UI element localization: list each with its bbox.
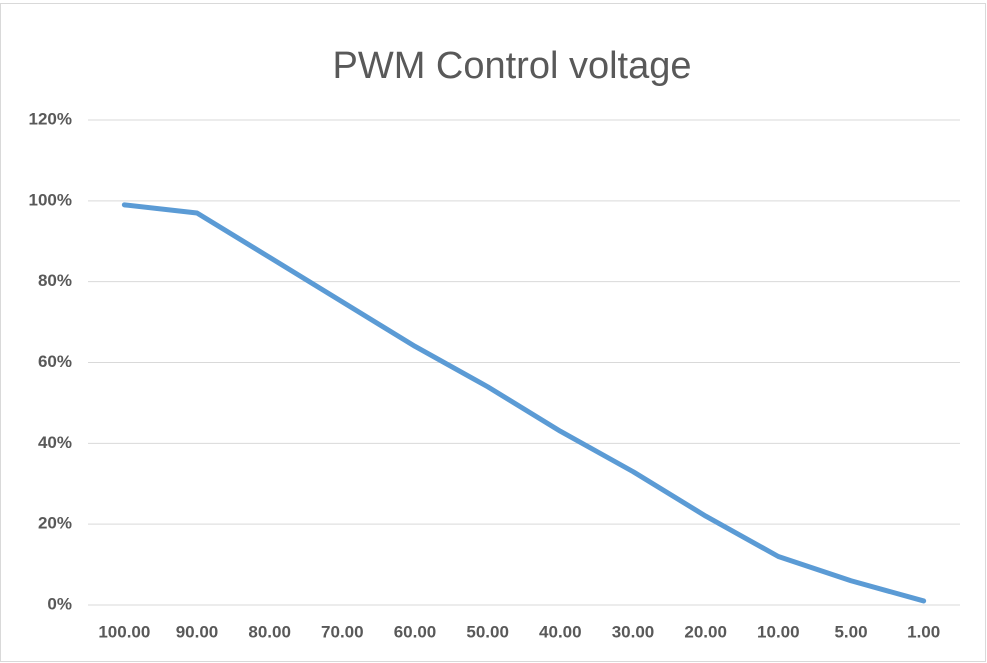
- x-tick-label: 70.00: [321, 622, 364, 641]
- data-line: [121, 202, 927, 604]
- chart-title: PWM Control voltage: [332, 45, 691, 87]
- x-tick-label: 50.00: [466, 622, 509, 641]
- y-tick-label: 100%: [29, 190, 72, 209]
- x-tick-label: 20.00: [684, 622, 727, 641]
- y-tick-label: 60%: [38, 352, 72, 371]
- x-tick-label: 5.00: [834, 622, 867, 641]
- x-tick-label: 90.00: [176, 622, 219, 641]
- x-tick-label: 30.00: [612, 622, 655, 641]
- x-tick-label: 40.00: [539, 622, 582, 641]
- x-tick-label: 60.00: [394, 622, 437, 641]
- x-tick-label: 10.00: [757, 622, 800, 641]
- x-tick-label: 100.00: [98, 622, 150, 641]
- y-tick-label: 80%: [38, 271, 72, 290]
- y-tick-label: 120%: [29, 109, 72, 128]
- chart-frame: [0, 3, 986, 662]
- y-tick-label: 40%: [38, 433, 72, 452]
- y-tick-label: 0%: [47, 594, 72, 613]
- y-tick-label: 20%: [38, 514, 72, 533]
- x-tick-label: 80.00: [248, 622, 291, 641]
- x-tick-label: 1.00: [907, 622, 940, 641]
